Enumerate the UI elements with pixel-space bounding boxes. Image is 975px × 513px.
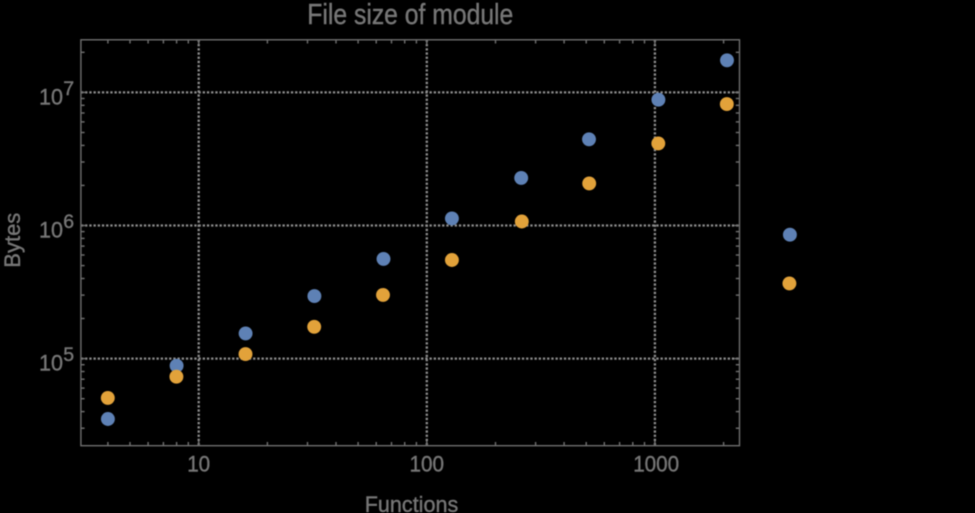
svg-text:5: 5 — [63, 344, 74, 366]
svg-text:10: 10 — [39, 218, 63, 243]
svg-text:10: 10 — [39, 351, 63, 376]
svg-text:10: 10 — [187, 452, 210, 477]
svg-text:6: 6 — [63, 211, 74, 233]
svg-text:1000: 1000 — [633, 452, 679, 477]
svg-text:Bytes: Bytes — [0, 213, 25, 268]
svg-text:100: 100 — [410, 452, 445, 477]
svg-text:Functions: Functions — [365, 492, 459, 513]
svg-text:7: 7 — [63, 78, 74, 100]
svg-text:File size of module: File size of module — [307, 0, 513, 31]
svg-text:10: 10 — [39, 84, 63, 109]
